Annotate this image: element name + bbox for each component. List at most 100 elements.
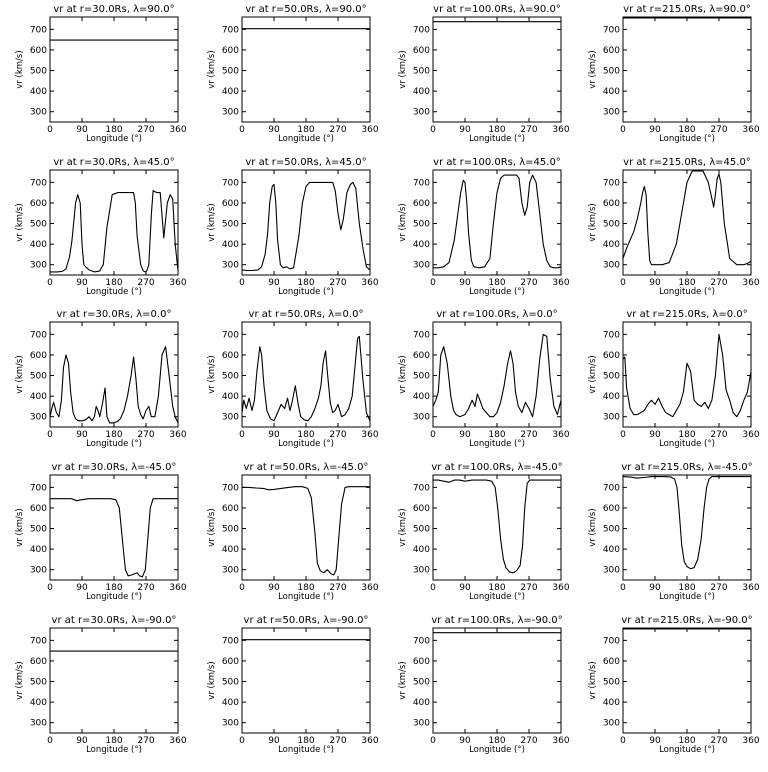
y-tick-label: 300 [603, 108, 620, 118]
plot-frame [432, 627, 562, 734]
subplot-title: vr at r=215.0Rs, λ=-90.0° [621, 615, 752, 626]
subplot-title: vr at r=30.0Rs, λ=0.0° [57, 309, 172, 320]
x-tick-label: 0 [47, 736, 53, 746]
subplot-title: vr at r=50.0Rs, λ=45.0° [245, 157, 366, 168]
plot-frame [241, 474, 371, 581]
y-axis-label: vr (km/s) [588, 661, 598, 699]
subplot-title: vr at r=50.0Rs, λ=0.0° [249, 309, 364, 320]
y-axis-label: vr (km/s) [588, 508, 598, 546]
x-tick-label: 360 [552, 583, 569, 593]
y-tick-label: 300 [222, 413, 239, 423]
x-tick-label: 0 [430, 278, 436, 288]
y-tick-label: 300 [222, 261, 239, 271]
x-tick-label: 360 [361, 430, 378, 440]
x-tick-label: 270 [520, 736, 537, 746]
y-tick-label: 400 [603, 87, 620, 97]
plot-frame [622, 169, 752, 276]
x-tick-label: 180 [297, 583, 314, 593]
x-axis-label: Longitude (°) [278, 745, 334, 755]
x-tick-label: 180 [297, 736, 314, 746]
y-axis-label: vr (km/s) [15, 661, 25, 699]
x-tick-label: 270 [710, 430, 727, 440]
x-tick-label: 180 [488, 430, 505, 440]
x-tick-label: 0 [620, 125, 626, 135]
y-tick-label: 400 [603, 545, 620, 555]
y-axis-label: vr (km/s) [588, 50, 598, 88]
x-tick-label: 0 [239, 125, 245, 135]
x-tick-label: 360 [169, 430, 186, 440]
x-tick-label: 90 [459, 430, 471, 440]
x-axis-label: Longitude (°) [278, 592, 334, 602]
y-tick-label: 600 [413, 351, 430, 361]
y-tick-label: 500 [222, 372, 239, 382]
x-tick-label: 270 [329, 736, 346, 746]
x-tick-label: 270 [137, 583, 154, 593]
y-axis-label: vr (km/s) [207, 661, 217, 699]
subplot-4: vr at r=215.0Rs, λ=90.0° 0 90 180 270 360 300 4… [588, 4, 760, 144]
y-tick-label: 700 [30, 483, 47, 493]
x-axis-label: Longitude (°) [469, 134, 525, 144]
y-tick-label: 500 [30, 220, 47, 230]
subplot-13: vr at r=30.0Rs, λ=-45.0° 0 90 180 270 360 300 4… [15, 462, 187, 602]
x-tick-label: 180 [488, 736, 505, 746]
y-axis-label: vr (km/s) [398, 203, 408, 241]
y-tick-label: 400 [603, 698, 620, 708]
y-tick-label: 500 [30, 67, 47, 77]
x-tick-label: 90 [649, 125, 661, 135]
plot-frame [241, 16, 371, 123]
plot-frame [622, 627, 752, 734]
x-axis-label: Longitude (°) [278, 439, 334, 449]
x-tick-label: 180 [105, 736, 122, 746]
subplot-title: vr at r=30.0Rs, λ=45.0° [53, 157, 174, 168]
x-tick-label: 360 [361, 583, 378, 593]
series-line [50, 190, 178, 273]
series-line [623, 170, 751, 266]
x-tick-label: 90 [459, 736, 471, 746]
y-tick-label: 700 [413, 178, 430, 188]
y-tick-label: 400 [413, 240, 430, 250]
x-tick-label: 180 [297, 278, 314, 288]
x-axis-label: Longitude (°) [86, 287, 142, 297]
y-tick-label: 600 [413, 504, 430, 514]
series-line [623, 476, 751, 570]
x-tick-label: 90 [268, 430, 280, 440]
subplot-7: vr at r=100.0Rs, λ=45.0° 0 90 180 270 360 300 4… [398, 157, 570, 297]
y-tick-label: 500 [222, 220, 239, 230]
x-tick-label: 180 [297, 430, 314, 440]
y-tick-label: 300 [603, 719, 620, 729]
series-line [242, 486, 370, 576]
plot-frame [49, 627, 179, 734]
x-tick-label: 270 [710, 278, 727, 288]
subplot-title: vr at r=215.0Rs, λ=45.0° [623, 157, 751, 168]
x-tick-label: 90 [268, 736, 280, 746]
x-tick-label: 90 [268, 583, 280, 593]
subplot-title: vr at r=215.0Rs, λ=0.0° [626, 309, 747, 320]
y-tick-label: 400 [413, 87, 430, 97]
x-axis-label: Longitude (°) [659, 439, 715, 449]
y-tick-label: 400 [30, 87, 47, 97]
y-tick-label: 300 [30, 261, 47, 271]
x-tick-label: 360 [361, 125, 378, 135]
x-tick-label: 360 [552, 125, 569, 135]
y-tick-label: 600 [603, 351, 620, 361]
x-tick-label: 270 [329, 583, 346, 593]
x-tick-label: 270 [329, 430, 346, 440]
x-tick-label: 270 [710, 125, 727, 135]
y-tick-label: 400 [413, 392, 430, 402]
x-tick-label: 360 [169, 125, 186, 135]
x-axis-label: Longitude (°) [278, 287, 334, 297]
y-axis-label: vr (km/s) [398, 508, 408, 546]
subplot-title: vr at r=50.0Rs, λ=90.0° [245, 4, 366, 15]
y-tick-label: 700 [30, 178, 47, 188]
y-tick-label: 500 [603, 67, 620, 77]
x-tick-label: 180 [105, 125, 122, 135]
subplot-title: vr at r=50.0Rs, λ=-45.0° [244, 462, 369, 473]
subplot-15: vr at r=100.0Rs, λ=-45.0° 0 90 180 270 360 300… [398, 462, 570, 602]
y-tick-label: 400 [222, 698, 239, 708]
x-tick-label: 0 [47, 430, 53, 440]
y-tick-label: 700 [413, 483, 430, 493]
plot-frame [49, 16, 179, 123]
x-tick-label: 360 [169, 736, 186, 746]
y-tick-label: 400 [222, 240, 239, 250]
x-tick-label: 360 [169, 583, 186, 593]
